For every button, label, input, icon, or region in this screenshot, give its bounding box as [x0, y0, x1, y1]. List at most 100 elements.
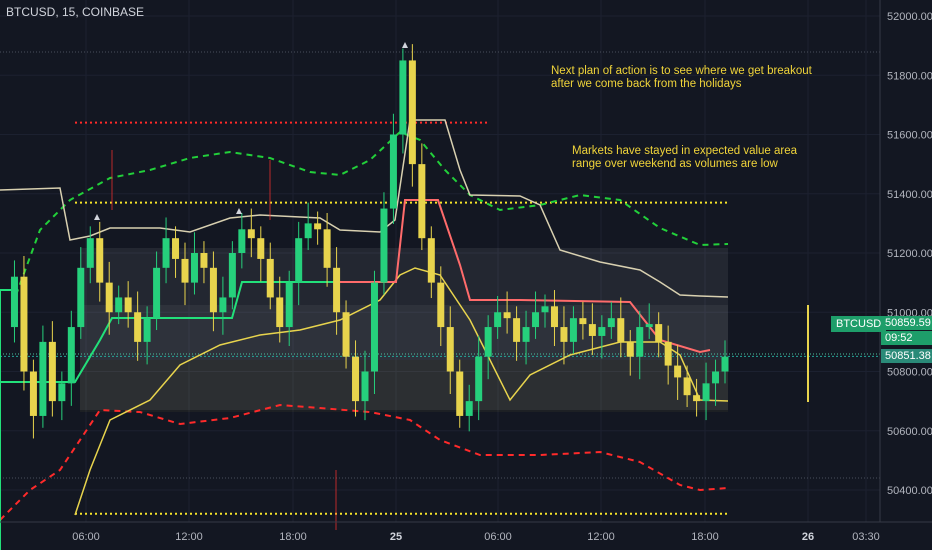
candle-body	[323, 229, 331, 268]
candle-body	[655, 324, 663, 342]
candle-body	[238, 229, 246, 253]
upper-band-line	[15, 130, 729, 296]
candle-body	[58, 383, 66, 402]
x-tick-label: 18:00	[279, 531, 307, 543]
lower-band-line	[0, 403, 729, 521]
candle-body	[247, 229, 255, 239]
candle-body	[494, 312, 502, 328]
vwap-line-down	[336, 199, 711, 354]
annotation-line: after we come back from the holidays	[551, 78, 742, 90]
candle-body	[465, 401, 473, 416]
y-tick-label: 51800.00	[887, 70, 932, 82]
candle-body	[513, 318, 521, 342]
x-tick-label: 26	[802, 531, 814, 543]
price-scale-panel	[880, 0, 932, 550]
candle-body	[333, 267, 341, 313]
candle-body	[361, 371, 369, 402]
candle-body	[153, 267, 161, 319]
signal-arrow-icon	[236, 208, 242, 214]
candle-body	[304, 223, 312, 239]
candle-body	[550, 306, 558, 328]
candle-body	[209, 267, 217, 313]
value-area-low	[80, 360, 728, 412]
y-tick-label: 51400.00	[887, 189, 932, 201]
candle-body	[172, 238, 180, 259]
candle-body	[645, 324, 653, 328]
candle-body	[134, 312, 142, 342]
y-tick-label: 50800.00	[887, 367, 932, 379]
candle-body	[48, 341, 56, 402]
y-tick-label: 51200.00	[887, 248, 932, 260]
candle-body	[532, 312, 540, 328]
candle-body	[190, 253, 198, 283]
y-tick-label: 50400.00	[887, 485, 932, 497]
x-tick-label: 12:00	[587, 531, 615, 543]
candle-body	[181, 258, 189, 283]
candle-body	[503, 312, 511, 319]
candle-body	[437, 282, 445, 328]
candle-body	[96, 238, 104, 283]
candle-body	[380, 208, 388, 283]
candle-body	[39, 341, 47, 416]
annotation-note-breakout: Next plan of action is to see where we g…	[551, 65, 812, 91]
envelope-upper-line	[0, 119, 729, 298]
candle-body	[20, 276, 28, 372]
y-tick-label: 52000.00	[887, 11, 932, 23]
candle-body	[588, 324, 596, 336]
candle-body	[446, 327, 454, 372]
candle-body	[712, 371, 720, 384]
candle-body	[399, 60, 407, 135]
candle-body	[617, 318, 625, 342]
candle-body	[683, 377, 691, 396]
x-tick-label: 18:00	[691, 531, 719, 543]
candle-body	[607, 318, 615, 328]
x-tick-label: 25	[390, 531, 402, 543]
candle-body	[276, 297, 284, 328]
candle-body	[115, 297, 123, 313]
chart-title: BTCUSD, 15, COINBASE	[6, 5, 145, 19]
countdown-tag: 09:52	[881, 331, 932, 345]
last-price-tag: 50859.59	[881, 316, 932, 330]
candle-body	[702, 383, 710, 402]
symbol-price-tag: BTCUSD	[831, 316, 887, 332]
y-tick-label: 50600.00	[887, 426, 932, 438]
candle-body	[77, 267, 85, 328]
candle-body	[475, 356, 483, 402]
candle-body	[484, 327, 492, 357]
candle-body	[721, 356, 729, 372]
annotation-note-value-area: Markets have stayed in expected value ar…	[572, 145, 797, 171]
x-tick-label: 12:00	[175, 531, 203, 543]
x-tick-label: 03:30	[852, 531, 880, 543]
candle-body	[427, 238, 435, 283]
candle-body	[389, 134, 397, 209]
vwap-line-up	[0, 281, 336, 383]
candle-body	[257, 238, 265, 259]
crosshair-price-tag: 50851.38	[881, 349, 932, 363]
candle-body	[105, 282, 113, 313]
candle-body	[541, 306, 549, 313]
candle-body	[228, 253, 236, 298]
candle-body	[67, 327, 75, 384]
candle-body	[693, 395, 701, 402]
candle-body	[162, 238, 170, 268]
candle-body	[598, 327, 606, 336]
candle-body	[408, 60, 416, 165]
candle-body	[522, 327, 530, 342]
candle-body	[418, 164, 426, 239]
signal-arrow-icon	[94, 214, 100, 220]
candle-body	[200, 253, 208, 268]
candle-body	[352, 356, 360, 402]
annotation-line: Next plan of action is to see where we g…	[551, 65, 812, 77]
candle-body	[674, 365, 682, 378]
candle-body	[626, 341, 634, 357]
candle-body	[579, 318, 587, 325]
candle-body	[456, 371, 464, 416]
candle-body	[664, 341, 672, 366]
candle-body	[560, 327, 568, 342]
annotation-line: Markets have stayed in expected value ar…	[572, 145, 798, 157]
candle-body	[370, 282, 378, 372]
candle-body	[314, 223, 322, 230]
candle-body	[636, 327, 644, 357]
